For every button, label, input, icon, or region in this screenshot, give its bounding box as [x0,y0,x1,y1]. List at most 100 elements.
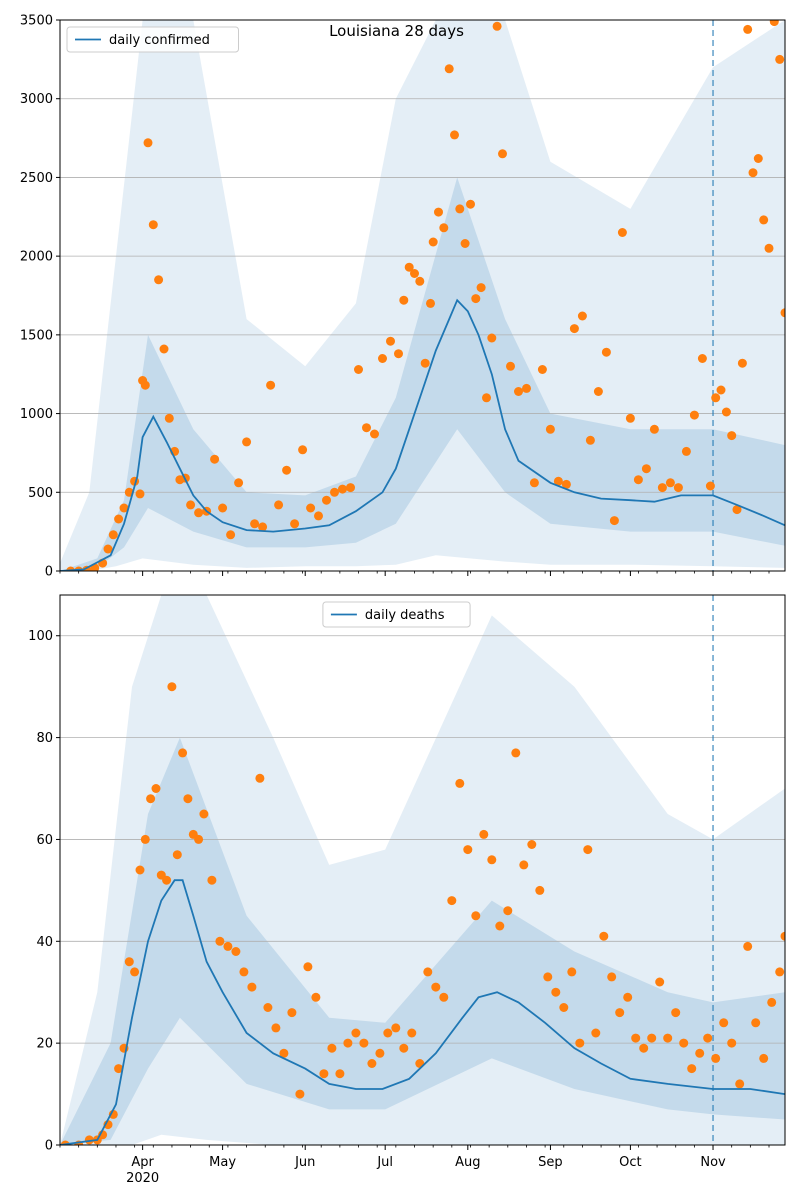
data-point [351,1028,361,1038]
data-point [119,503,129,513]
data-point [492,21,502,31]
y-tick-label: 0 [45,1139,53,1154]
outer-uncertainty-band [60,20,785,571]
data-point [162,875,172,885]
data-point [250,519,260,529]
data-point [764,243,774,253]
data-point [407,1028,417,1038]
x-tick-label: Apr [131,1155,154,1170]
data-point [609,516,619,526]
x-tick-label: Sep [538,1155,563,1170]
data-point [482,393,491,403]
data-point [567,967,577,977]
data-point [737,358,747,368]
data-point [631,1033,641,1043]
data-point [327,1043,337,1053]
data-point [615,1008,625,1018]
data-point [434,207,443,217]
data-point [593,387,603,396]
data-point [607,972,617,982]
data-point [164,413,174,423]
data-point [247,982,257,992]
data-point [748,168,758,178]
data-point [537,365,547,374]
data-point [769,20,779,27]
x-tick-label: Jun [294,1155,315,1170]
data-point [199,809,209,819]
chart-title: Louisiana 28 days [329,22,464,40]
y-tick-label: 3000 [20,92,53,107]
data-point [649,424,659,434]
data-point [359,1038,369,1048]
data-point [780,931,785,941]
outer-uncertainty-band [60,595,785,1145]
data-point [274,500,284,510]
data-point [423,967,433,977]
data-point [135,865,145,875]
plot-area [60,595,785,1145]
data-point [439,223,449,233]
data-point [282,465,292,475]
data-point [711,1053,721,1063]
data-point [665,478,675,488]
data-point [527,840,537,849]
data-point [399,295,409,305]
data-point [335,1069,345,1079]
data-point [599,931,609,941]
data-point [410,269,419,278]
data-point [543,972,553,982]
data-point [322,495,331,505]
data-point [679,1038,689,1048]
data-point [759,1053,769,1063]
data-point [585,435,595,445]
data-point [545,424,555,434]
data-point [186,500,196,510]
data-point [695,1048,705,1058]
data-point [727,431,737,441]
data-point [378,354,387,363]
data-point [346,483,355,493]
y-tick-label: 3500 [20,14,53,29]
data-point [108,530,118,540]
data-point [271,1023,281,1033]
data-point [519,860,529,870]
data-point [226,530,236,540]
data-point [343,1038,353,1048]
y-tick-label: 1000 [20,407,53,422]
x-tick-label: Aug [455,1155,480,1170]
data-point [290,519,300,529]
data-point [151,784,161,793]
data-point [239,967,249,977]
deaths-panel: 0 20 40 60 80 100 Apr May Jun Jul Aug Sep Oct Nov 2020… [28,594,786,1186]
data-point [444,64,454,74]
data-point [263,1003,273,1012]
data-point [641,464,651,474]
y-tick-label: 500 [28,486,53,501]
data-point [404,262,414,272]
data-point [503,906,513,916]
data-point [140,380,150,390]
legend-label: daily deaths [365,608,445,623]
data-point [487,855,497,865]
data-point [780,308,785,318]
data-point [529,478,539,488]
data-point [386,336,395,346]
data-point [194,508,204,518]
data-point [399,1043,409,1053]
data-point [732,505,742,515]
y-tick-label: 0 [45,565,53,580]
data-point [447,896,457,906]
data-point [426,298,435,308]
data-point [207,875,217,885]
axes-frame [59,594,786,1146]
data-point [663,1033,673,1043]
legend: daily deaths [322,601,471,628]
data-point [148,220,158,230]
data-point [583,845,593,855]
x-tick-label: May [209,1155,236,1170]
data-point [303,962,313,972]
y-tick-label: 20 [36,1037,53,1052]
data-point [522,383,531,393]
data-point [114,1064,124,1074]
